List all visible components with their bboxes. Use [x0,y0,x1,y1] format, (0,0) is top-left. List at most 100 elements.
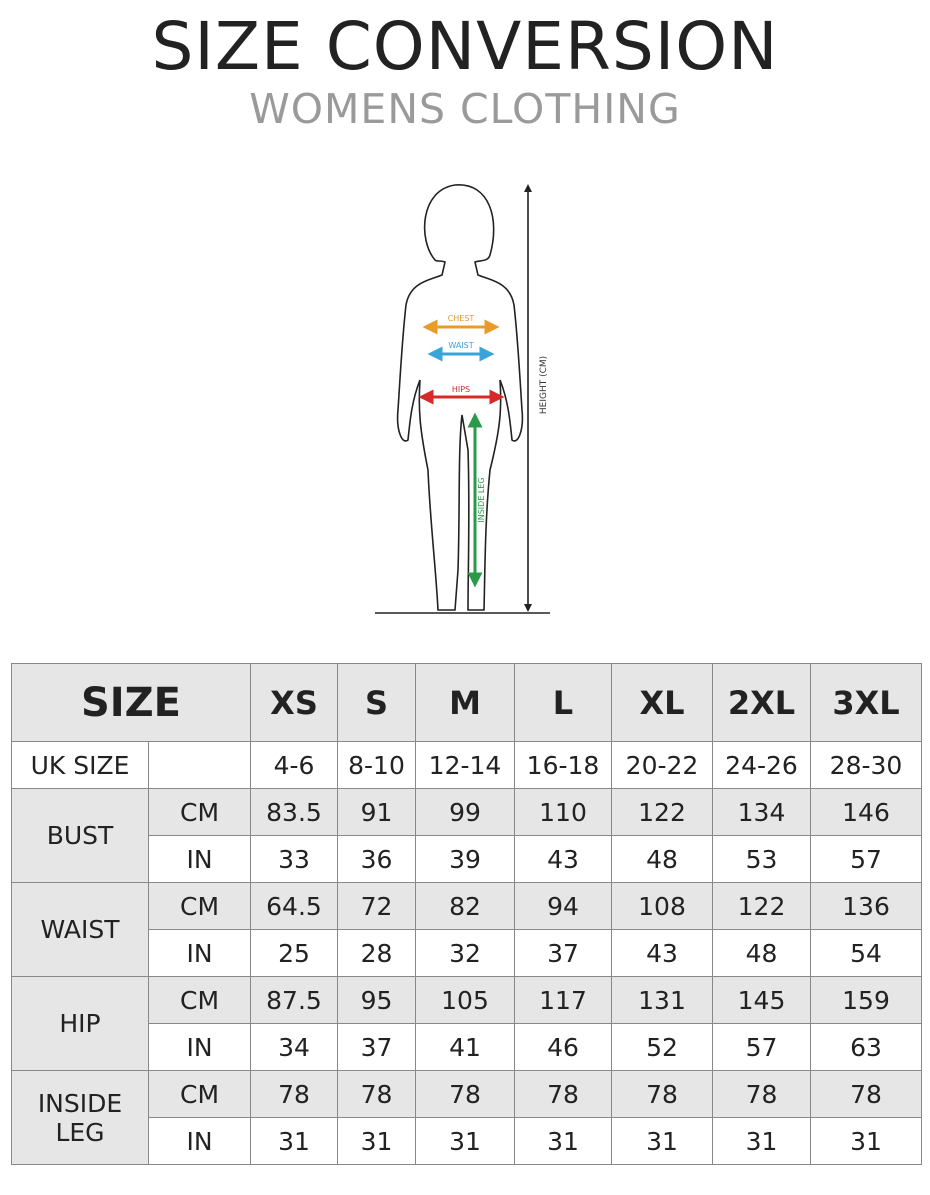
uk-size-cell: 4-6 [250,741,338,789]
unit-label: CM [148,1070,251,1118]
uk-size-cell: 20-22 [611,741,713,789]
value-cell: 78 [250,1070,338,1118]
value-cell: 41 [415,1023,515,1071]
body-outline [375,184,550,614]
size-header-row: SIZE XS S M L XL 2XL 3XL [11,663,922,742]
unit-label: CM [148,788,251,836]
value-cell: 48 [611,835,713,883]
value-cell: 57 [712,1023,811,1071]
page-subtitle: WOMENS CLOTHING [249,85,681,133]
value-cell: 83.5 [250,788,338,836]
value-cell: 46 [514,1023,612,1071]
value-cell: 33 [250,835,338,883]
measurement-label: HIP [11,976,149,1071]
uk-size-cell: 28-30 [810,741,922,789]
chest-label: CHEST [448,314,475,323]
body-measurement-figure: CHEST WAIST HIPS INSIDE LEG HEIGHT (CM) [375,184,550,614]
measurement-label: INSIDE LEG [11,1070,149,1165]
empty-cell [148,741,251,789]
size-header-m: M [415,663,515,742]
value-cell: 39 [415,835,515,883]
uk-size-cell: 24-26 [712,741,811,789]
unit-label: IN [148,1117,251,1165]
measurement-label: BUST [11,788,149,883]
value-cell: 43 [611,929,713,977]
hip-in-row: IN 34 37 41 46 52 57 63 [11,1023,922,1071]
value-cell: 122 [712,882,811,930]
hips-label: HIPS [452,385,470,394]
value-cell: 72 [337,882,416,930]
value-cell: 136 [810,882,922,930]
inside-leg-cm-row: INSIDE LEG CM 78 78 78 78 78 78 78 [11,1070,922,1165]
value-cell: 28 [337,929,416,977]
value-cell: 53 [712,835,811,883]
value-cell: 146 [810,788,922,836]
value-cell: 78 [337,1070,416,1118]
value-cell: 94 [514,882,612,930]
size-header: SIZE [11,663,251,742]
value-cell: 52 [611,1023,713,1071]
size-header-xl: XL [611,663,713,742]
value-cell: 31 [611,1117,713,1165]
inside-leg-label: INSIDE LEG [477,477,486,522]
uk-size-cell: 12-14 [415,741,515,789]
size-header-3xl: 3XL [810,663,922,742]
value-cell: 54 [810,929,922,977]
value-cell: 87.5 [250,976,338,1024]
hip-cm-row: HIP CM 87.5 95 105 117 131 145 159 [11,976,922,1071]
value-cell: 31 [415,1117,515,1165]
page-title: SIZE CONVERSION [151,8,779,85]
value-cell: 78 [514,1070,612,1118]
value-cell: 31 [810,1117,922,1165]
unit-label: IN [148,1023,251,1071]
size-header-xs: XS [250,663,338,742]
size-header-s: S [337,663,416,742]
value-cell: 31 [250,1117,338,1165]
value-cell: 122 [611,788,713,836]
value-cell: 78 [415,1070,515,1118]
unit-label: IN [148,929,251,977]
value-cell: 117 [514,976,612,1024]
value-cell: 57 [810,835,922,883]
value-cell: 110 [514,788,612,836]
value-cell: 131 [611,976,713,1024]
value-cell: 43 [514,835,612,883]
value-cell: 95 [337,976,416,1024]
value-cell: 108 [611,882,713,930]
size-header-2xl: 2XL [712,663,811,742]
unit-label: CM [148,882,251,930]
value-cell: 78 [611,1070,713,1118]
uk-size-cell: 16-18 [514,741,612,789]
value-cell: 32 [415,929,515,977]
value-cell: 36 [337,835,416,883]
value-cell: 37 [337,1023,416,1071]
size-header-l: L [514,663,612,742]
value-cell: 25 [250,929,338,977]
value-cell: 99 [415,788,515,836]
waist-label: WAIST [448,341,473,350]
uk-size-row: UK SIZE 4-6 8-10 12-14 16-18 20-22 24-26 28-30 [11,741,922,789]
value-cell: 34 [250,1023,338,1071]
value-cell: 48 [712,929,811,977]
value-cell: 78 [712,1070,811,1118]
value-cell: 63 [810,1023,922,1071]
waist-cm-row: WAIST CM 64.5 72 82 94 108 122 136 [11,882,922,977]
waist-in-row: IN 25 28 32 37 43 48 54 [11,929,922,977]
bust-cm-row: BUST CM 83.5 91 99 110 122 134 146 [11,788,922,883]
measurement-label: WAIST [11,882,149,977]
value-cell: 64.5 [250,882,338,930]
value-cell: 37 [514,929,612,977]
unit-label: IN [148,835,251,883]
value-cell: 78 [810,1070,922,1118]
value-cell: 145 [712,976,811,1024]
height-label: HEIGHT (CM) [539,356,549,414]
value-cell: 31 [337,1117,416,1165]
value-cell: 105 [415,976,515,1024]
value-cell: 159 [810,976,922,1024]
uk-size-label: UK SIZE [11,741,149,789]
bust-in-row: IN 33 36 39 43 48 53 57 [11,835,922,883]
value-cell: 82 [415,882,515,930]
unit-label: CM [148,976,251,1024]
value-cell: 31 [514,1117,612,1165]
value-cell: 91 [337,788,416,836]
